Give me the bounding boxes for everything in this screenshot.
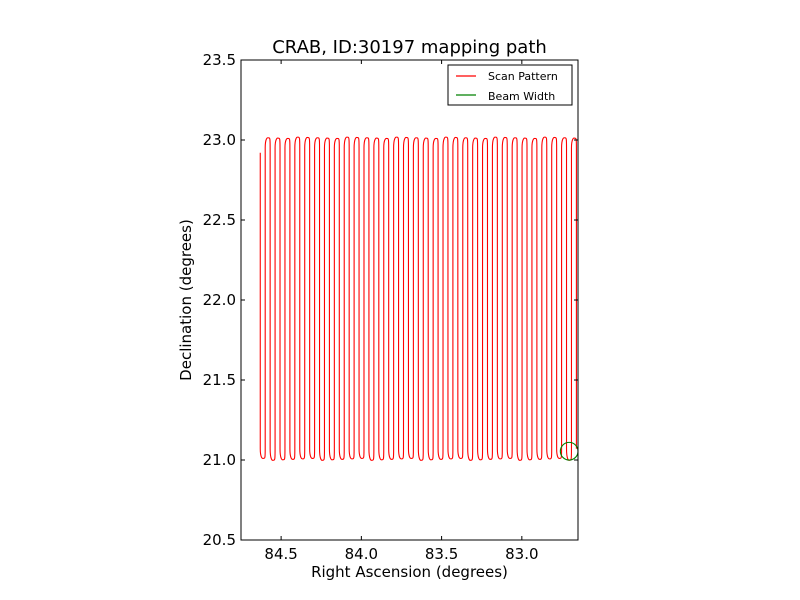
x-tick-label: 83.0 <box>505 545 538 563</box>
y-tick-label: 23.5 <box>203 51 236 69</box>
x-tick-label: 84.0 <box>345 545 378 563</box>
y-tick-label: 22.5 <box>203 211 236 229</box>
y-axis-ticks: 20.5 21.0 21.5 22.0 22.5 23.0 23.5 <box>203 51 578 549</box>
plot-series <box>259 136 578 461</box>
y-tick-label: 20.5 <box>203 531 236 549</box>
y-tick-label: 23.0 <box>203 131 236 149</box>
y-axis-label: Declination (degrees) <box>177 219 195 381</box>
scan-pattern-path <box>259 136 577 461</box>
legend-label-beam-width: Beam Width <box>488 90 555 103</box>
legend-box <box>447 64 573 106</box>
y-tick-label: 22.0 <box>203 291 236 309</box>
x-axis-label: Right Ascension (degrees) <box>311 563 508 581</box>
y-tick-label: 21.0 <box>203 451 236 469</box>
legend-label-scan-pattern: Scan Pattern <box>488 70 558 83</box>
y-tick-label: 21.5 <box>203 371 236 389</box>
chart-title: CRAB, ID:30197 mapping path <box>272 37 547 58</box>
legend: Scan Pattern Beam Width <box>447 64 573 106</box>
x-axis-ticks: 84.5 84.0 83.5 83.0 <box>264 60 539 563</box>
x-tick-label: 84.5 <box>264 545 297 563</box>
beam-width-circle <box>559 441 578 461</box>
x-tick-label: 83.5 <box>425 545 458 563</box>
